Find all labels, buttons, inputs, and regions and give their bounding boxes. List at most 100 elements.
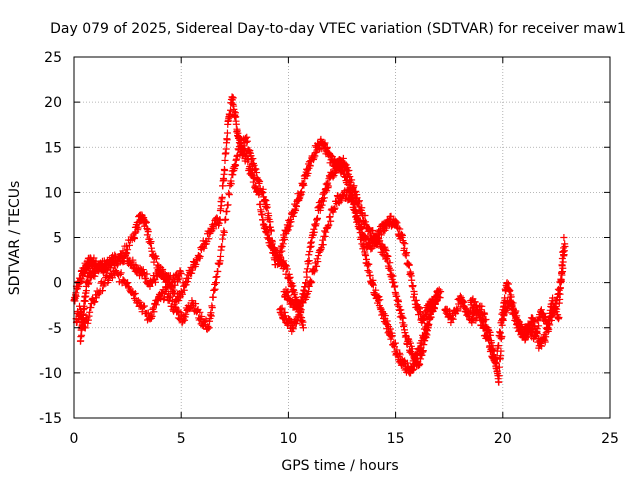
data-point: [559, 264, 567, 272]
data-point: [283, 288, 291, 296]
data-point: [140, 302, 148, 310]
data-point: [416, 361, 424, 369]
data-point: [300, 181, 308, 189]
data-point: [204, 322, 212, 330]
data-point: [489, 346, 497, 354]
data-point: [305, 282, 313, 290]
data-point: [355, 197, 363, 205]
data-point: [117, 269, 125, 277]
data-point: [229, 94, 237, 102]
data-point: [205, 324, 213, 332]
data-point: [236, 151, 244, 159]
data-point: [299, 324, 307, 332]
data-point: [275, 260, 283, 268]
data-point: [305, 287, 313, 295]
data-point: [410, 290, 418, 298]
data-point: [158, 270, 166, 278]
data-point: [391, 339, 399, 347]
data-point: [87, 304, 95, 312]
data-point: [178, 290, 186, 298]
data-point: [138, 308, 146, 316]
data-point: [323, 187, 331, 195]
data-point: [329, 173, 337, 181]
data-point: [509, 299, 517, 307]
data-point: [314, 258, 322, 266]
data-point: [177, 268, 185, 276]
data-point: [202, 316, 210, 324]
data-point: [330, 205, 338, 213]
data-point: [479, 318, 487, 326]
data-point: [453, 307, 461, 315]
y-axis-label: SDTVAR / TECUs: [7, 181, 23, 296]
data-point: [386, 259, 394, 267]
data-point: [294, 316, 302, 324]
data-point: [124, 283, 132, 291]
data-point: [140, 269, 148, 277]
data-point: [339, 161, 347, 169]
data-point: [171, 303, 179, 311]
data-point: [222, 215, 230, 223]
data-point: [545, 317, 553, 325]
data-point: [276, 253, 284, 261]
y-tick-label: 5: [53, 231, 62, 247]
data-point: [249, 155, 257, 163]
data-point: [289, 325, 297, 333]
data-point: [325, 221, 333, 229]
data-point: [556, 284, 564, 292]
data-point: [101, 259, 109, 267]
data-point: [436, 294, 444, 302]
data-point: [221, 216, 229, 224]
data-point: [321, 232, 329, 240]
data-point: [469, 315, 477, 323]
data-point: [116, 270, 124, 278]
data-point: [116, 257, 124, 265]
data-point: [326, 213, 334, 221]
data-point: [139, 266, 147, 274]
data-point: [325, 182, 333, 190]
data-point: [416, 347, 424, 355]
data-point: [243, 137, 251, 145]
data-point: [283, 227, 291, 235]
data-point: [396, 351, 404, 359]
data-point: [180, 286, 188, 294]
data-point: [181, 316, 189, 324]
data-point: [200, 244, 208, 252]
data-point: [369, 281, 377, 289]
data-point: [225, 191, 233, 199]
y-tick-label: -10: [39, 366, 62, 382]
data-point: [497, 329, 505, 337]
data-point: [268, 238, 276, 246]
data-point: [151, 278, 159, 286]
data-point: [147, 311, 155, 319]
y-tick-label: 25: [44, 50, 62, 66]
data-point: [108, 274, 116, 282]
data-point: [225, 189, 233, 197]
data-point: [366, 271, 374, 279]
data-point: [263, 203, 271, 211]
data-point: [384, 252, 392, 260]
data-point: [423, 327, 431, 335]
data-point: [283, 265, 291, 273]
data-point: [296, 304, 304, 312]
data-point: [412, 359, 420, 367]
data-point: [495, 363, 503, 371]
data-point: [146, 282, 154, 290]
data-point: [288, 298, 296, 306]
data-point: [352, 187, 360, 195]
data-point: [356, 225, 364, 233]
data-point: [185, 274, 193, 282]
data-point: [223, 129, 231, 137]
data-point: [437, 288, 445, 296]
data-point: [177, 270, 185, 278]
data-point: [345, 179, 353, 187]
data-point: [159, 265, 167, 273]
data-point: [513, 312, 521, 320]
data-point: [101, 280, 109, 288]
data-point: [171, 281, 179, 289]
data-point: [381, 245, 389, 253]
data-point: [242, 138, 250, 146]
data-point: [196, 308, 204, 316]
data-point: [553, 305, 561, 313]
data-point: [149, 304, 157, 312]
